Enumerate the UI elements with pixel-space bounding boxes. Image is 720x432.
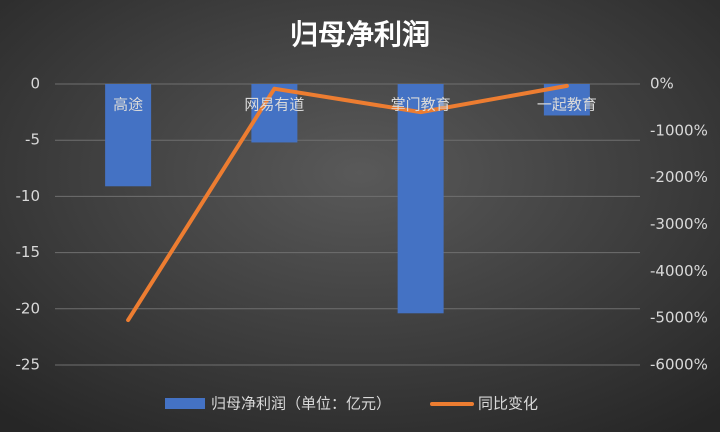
legend-label: 同比变化 <box>478 395 538 413</box>
bar <box>105 84 152 187</box>
chart-title: 归母净利润 <box>290 18 430 51</box>
y2-tick-label: -2000% <box>650 168 708 186</box>
legend-swatch <box>165 398 205 409</box>
legend-label: 归母净利润（单位：亿元） <box>211 395 391 413</box>
x-tick-label: 掌门教育 <box>391 96 451 114</box>
y2-tick-label: 0% <box>650 75 674 93</box>
y-tick-label: -25 <box>16 356 41 374</box>
y-tick-label: -5 <box>25 131 40 149</box>
bar <box>397 84 444 314</box>
x-tick-label: 一起教育 <box>537 96 597 114</box>
y2-tick-label: -5000% <box>650 309 708 327</box>
y2-tick-label: -4000% <box>650 262 708 280</box>
y-tick-label: 0 <box>30 75 40 93</box>
y2-tick-label: -1000% <box>650 121 708 139</box>
line <box>126 83 569 323</box>
y-tick-label: -10 <box>16 187 41 205</box>
y2-tick-label: -3000% <box>650 215 708 233</box>
y-tick-label: -20 <box>16 299 41 317</box>
x-tick-label: 网易有道 <box>244 96 304 114</box>
y2-tick-label: -6000% <box>650 356 708 374</box>
y-tick-label: -15 <box>16 243 41 261</box>
x-tick-label: 高途 <box>113 96 143 114</box>
